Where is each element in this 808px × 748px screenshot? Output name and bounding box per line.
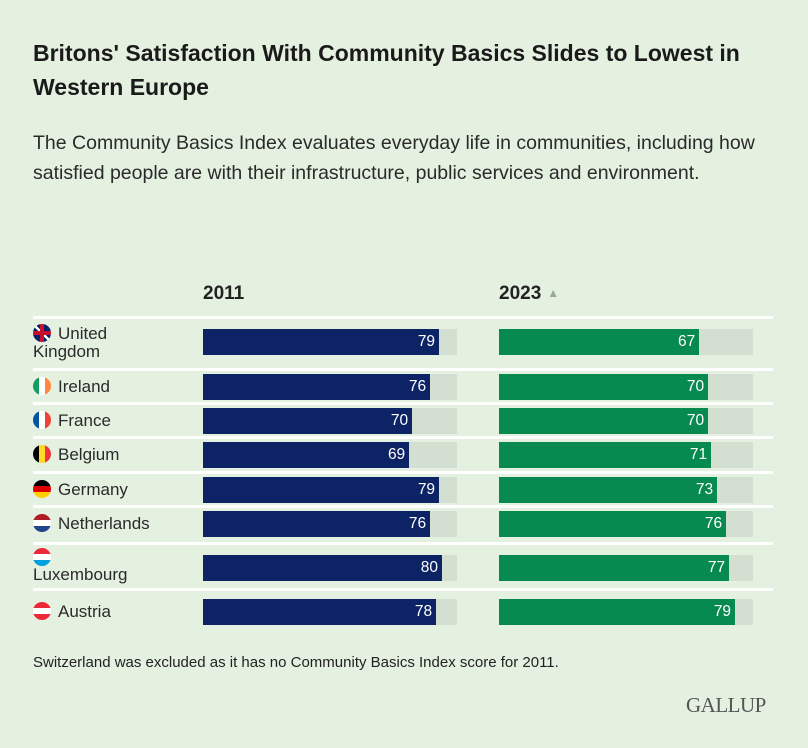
flag-icon xyxy=(33,445,51,463)
bar-2023: 79 xyxy=(499,599,736,625)
bar-track: 70 xyxy=(499,374,753,400)
sort-ascending-icon[interactable]: ▲ xyxy=(547,286,560,300)
country-name: France xyxy=(58,411,111,430)
row-separator xyxy=(33,316,773,319)
country-name: United Kingdom xyxy=(33,324,108,361)
flag-icon xyxy=(33,548,51,566)
row-separator xyxy=(33,368,773,371)
flag-icon xyxy=(33,602,51,620)
row-separator xyxy=(33,402,773,405)
data-label: 70 xyxy=(686,378,705,395)
column-header-2023[interactable]: 2023 ▲ xyxy=(499,283,559,305)
chart-title: Britons' Satisfaction With Community Bas… xyxy=(33,40,740,100)
bar-track: 80 xyxy=(203,555,457,581)
data-label: 80 xyxy=(420,559,439,576)
row-separator xyxy=(33,471,773,474)
bar-track: 76 xyxy=(203,374,457,400)
bar-2011: 79 xyxy=(203,477,440,503)
series-label-2023: 2023 xyxy=(499,283,542,304)
bar-2011: 76 xyxy=(203,374,431,400)
bar-2023: 70 xyxy=(499,374,709,400)
data-label: 77 xyxy=(707,559,726,576)
data-label: 70 xyxy=(390,412,409,429)
chart-subtitle: The Community Basics Index evaluates eve… xyxy=(33,132,755,184)
gallup-logo: GALLUP xyxy=(686,693,766,717)
country-label: United Kingdom xyxy=(33,324,143,361)
bar-track: 79 xyxy=(499,599,753,625)
flag-icon xyxy=(33,377,51,395)
bar-track: 71 xyxy=(499,442,753,468)
bar-2023: 70 xyxy=(499,408,709,434)
footnote: Switzerland was excluded as it has no Co… xyxy=(33,654,559,671)
data-label: 70 xyxy=(686,412,705,429)
bar-2011: 76 xyxy=(203,511,431,537)
row-separator xyxy=(33,588,773,591)
bar-2011: 79 xyxy=(203,329,440,355)
bar-track: 67 xyxy=(499,329,753,355)
country-label: Belgium xyxy=(33,445,119,464)
column-header-2011: 2011 xyxy=(203,283,244,305)
country-label: France xyxy=(33,411,111,430)
bar-track: 70 xyxy=(499,408,753,434)
country-name: Netherlands xyxy=(58,514,150,533)
country-label: Netherlands xyxy=(33,514,150,533)
data-label: 78 xyxy=(414,603,433,620)
bar-track: 73 xyxy=(499,477,753,503)
bar-2023: 73 xyxy=(499,477,718,503)
data-label: 67 xyxy=(677,333,696,350)
bar-2011: 69 xyxy=(203,442,410,468)
bar-track: 77 xyxy=(499,555,753,581)
bar-2023: 71 xyxy=(499,442,712,468)
data-label: 73 xyxy=(695,481,714,498)
bar-2011: 70 xyxy=(203,408,413,434)
bar-track: 76 xyxy=(499,511,753,537)
country-label: Luxembourg xyxy=(33,548,143,584)
data-label: 71 xyxy=(689,446,708,463)
row-separator xyxy=(33,542,773,545)
country-name: Luxembourg xyxy=(33,565,128,584)
flag-icon xyxy=(33,411,51,429)
country-name: Belgium xyxy=(58,445,120,464)
data-label: 76 xyxy=(408,378,427,395)
country-name: Ireland xyxy=(58,377,110,396)
country-name: Austria xyxy=(58,602,111,621)
series-label-2011: 2011 xyxy=(203,283,245,304)
data-label: 79 xyxy=(713,603,732,620)
flag-icon xyxy=(33,514,51,532)
bar-track: 78 xyxy=(203,599,457,625)
data-label: 76 xyxy=(408,515,427,532)
bar-track: 69 xyxy=(203,442,457,468)
flag-icon xyxy=(33,324,51,342)
data-label: 76 xyxy=(704,515,723,532)
bar-2011: 78 xyxy=(203,599,437,625)
country-label: Austria xyxy=(33,602,111,621)
country-label: Ireland xyxy=(33,377,110,396)
bar-track: 76 xyxy=(203,511,457,537)
data-label: 79 xyxy=(417,333,436,350)
bar-track: 70 xyxy=(203,408,457,434)
data-label: 69 xyxy=(387,446,406,463)
bar-2011: 80 xyxy=(203,555,443,581)
bar-2023: 77 xyxy=(499,555,730,581)
bar-track: 79 xyxy=(203,329,457,355)
data-label: 79 xyxy=(417,481,436,498)
country-name: Germany xyxy=(58,480,128,499)
bar-2023: 67 xyxy=(499,329,700,355)
flag-icon xyxy=(33,480,51,498)
country-label: Germany xyxy=(33,480,128,499)
row-separator xyxy=(33,436,773,439)
bar-2023: 76 xyxy=(499,511,727,537)
row-separator xyxy=(33,505,773,508)
bar-track: 79 xyxy=(203,477,457,503)
